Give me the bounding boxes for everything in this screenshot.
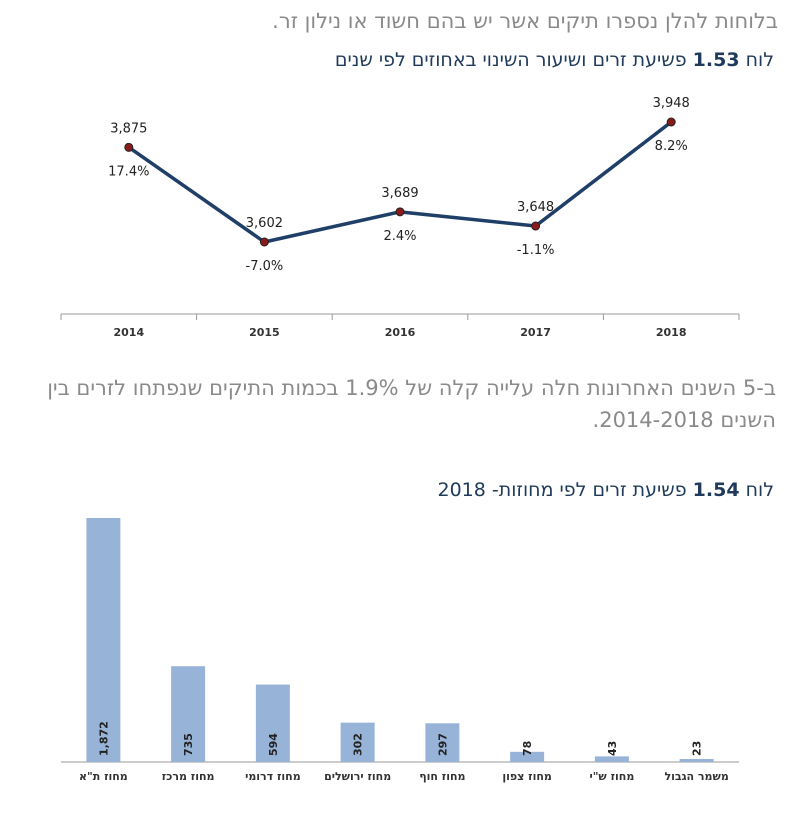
bar — [171, 666, 206, 762]
data-point — [124, 142, 134, 152]
change-label: -7.0% — [246, 259, 284, 274]
bar-value-label: 735 — [182, 733, 195, 756]
value-label: 3,875 — [110, 121, 147, 136]
x-tick-label: מחוז חוף — [419, 770, 465, 783]
bar — [679, 759, 714, 762]
summary-paragraph: ב-5 השנים האחרונות חלה עלייה קלה של 1.9%… — [47, 376, 776, 432]
bar — [425, 723, 460, 762]
x-tick-label: 2014 — [113, 326, 144, 339]
bar — [255, 684, 290, 762]
x-tick-label: 2016 — [385, 326, 416, 339]
x-tick-label: 2017 — [520, 326, 551, 339]
data-point — [531, 221, 541, 231]
data-point — [395, 207, 405, 217]
bar-value-label: 78 — [521, 741, 534, 756]
x-tick-label: 2018 — [656, 326, 687, 339]
bar — [86, 518, 121, 762]
change-label: 17.4% — [108, 164, 149, 179]
x-tick-label: מחוז ת"א — [79, 770, 128, 783]
bar-value-label: 594 — [267, 733, 280, 756]
bar — [510, 751, 545, 762]
x-tick-label: משמר הגבול — [664, 770, 728, 783]
chart-2-title-text: פשיעת זרים לפי מחוזות- 2018 — [437, 479, 687, 501]
intro-text: בלוחות להלן נספרו תיקים אשר יש בהם חשוד … — [272, 9, 778, 33]
value-label: 3,648 — [517, 200, 554, 215]
chart-2-title-number: 1.54 — [692, 479, 740, 501]
bar-value-label: 23 — [691, 741, 704, 756]
chart-2-title-prefix: לוח — [745, 479, 774, 501]
x-tick-label: 2015 — [249, 326, 280, 339]
bar-value-label: 43 — [606, 741, 619, 756]
x-tick-label: מחוז דרומי — [245, 770, 301, 783]
line-chart: 2014 2015 2016 2017 2018 3,875 17.4% 3,602 -7.0%… — [60, 96, 740, 339]
x-tick-label: מחוז ש"י — [589, 770, 634, 783]
bar — [340, 722, 375, 762]
x-tick-label: מחוז ירושלים — [324, 770, 391, 783]
chart-1-title: לוח 1.53 פשיעת זרים ושיעור השינוי באחוזי… — [10, 46, 774, 74]
chart-1-title-text: פשיעת זרים ושיעור השינוי באחוזים לפי שני… — [334, 49, 687, 71]
data-point — [666, 117, 676, 127]
value-label: 3,689 — [381, 186, 418, 201]
chart-1-title-number: 1.53 — [692, 49, 740, 71]
chart-2-title: לוח 1.54 פשיעת זרים לפי מחוזות- 2018 — [10, 476, 774, 504]
value-label: 3,602 — [246, 216, 283, 231]
bar-value-label: 302 — [352, 733, 365, 756]
x-tick-label: מחוז צפון — [502, 770, 552, 783]
bar-value-label: 297 — [436, 733, 449, 756]
chart-1-title-prefix: לוח — [745, 49, 774, 71]
bar-value-label: 1,872 — [97, 721, 110, 756]
change-label: 8.2% — [655, 139, 688, 154]
value-label: 3,948 — [653, 96, 690, 111]
change-label: 2.4% — [383, 229, 416, 244]
change-label: -1.1% — [517, 243, 555, 258]
bar — [594, 756, 629, 762]
data-point — [259, 237, 269, 247]
x-tick-label: מחוז מרכז — [162, 770, 215, 783]
